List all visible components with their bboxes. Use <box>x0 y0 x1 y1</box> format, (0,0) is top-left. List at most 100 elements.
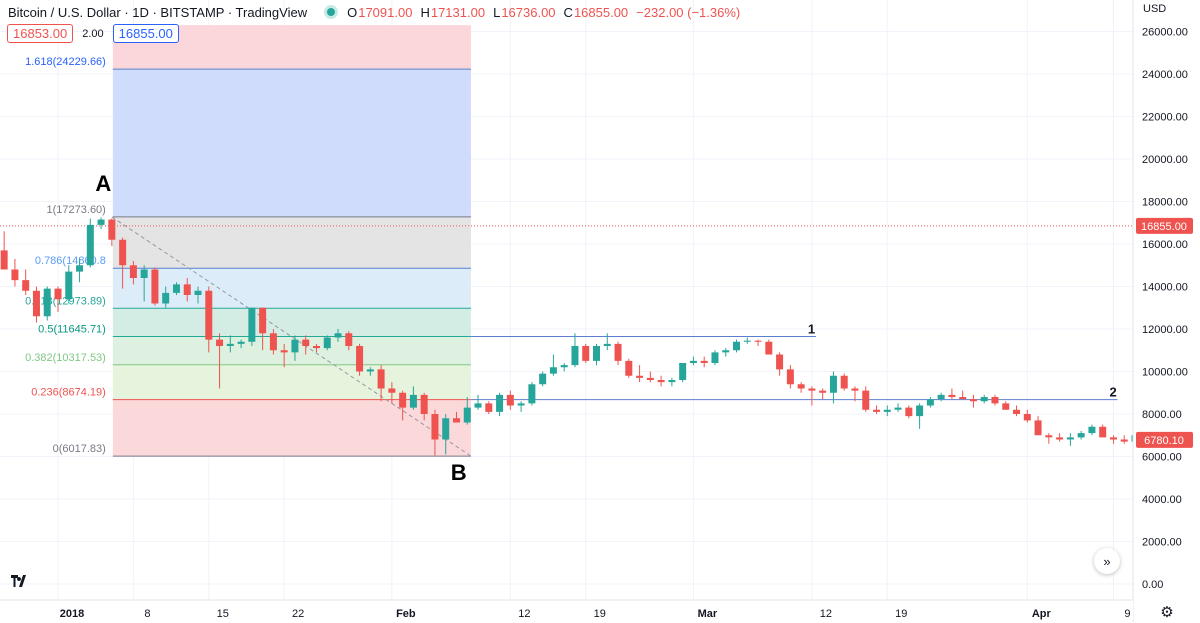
candle-body[interactable] <box>1002 403 1010 410</box>
candle-body[interactable] <box>129 265 137 278</box>
candle-body[interactable] <box>323 337 331 349</box>
candle-body[interactable] <box>851 388 859 391</box>
candle-body[interactable] <box>463 407 471 423</box>
candle-body[interactable] <box>679 363 687 380</box>
candle-body[interactable] <box>689 360 697 363</box>
candle-body[interactable] <box>560 365 568 368</box>
candle-body[interactable] <box>959 397 967 400</box>
trend-line[interactable] <box>111 216 472 457</box>
sell-price-button[interactable]: 16853.00 <box>7 24 74 43</box>
candle-body[interactable] <box>517 403 525 406</box>
candle-body[interactable] <box>840 375 848 389</box>
candle-body[interactable] <box>65 271 73 300</box>
candle-body[interactable] <box>194 290 202 295</box>
candle-body[interactable] <box>1023 414 1031 421</box>
candle-body[interactable] <box>366 369 374 372</box>
candle-body[interactable] <box>420 394 428 414</box>
candle-body[interactable] <box>1045 435 1053 438</box>
candle-body[interactable] <box>603 343 611 346</box>
candle-body[interactable] <box>259 307 267 334</box>
candle-body[interactable] <box>399 392 407 408</box>
candle-body[interactable] <box>539 373 547 385</box>
candle-body[interactable] <box>797 384 805 389</box>
candle-body[interactable] <box>119 239 127 266</box>
candle-body[interactable] <box>280 350 288 353</box>
candle-body[interactable] <box>452 418 460 423</box>
candle-body[interactable] <box>496 394 504 412</box>
candle-body[interactable] <box>356 346 364 372</box>
candle-body[interactable] <box>873 409 881 412</box>
candle-body[interactable] <box>151 269 159 304</box>
candle-body[interactable] <box>506 394 514 406</box>
candle-body[interactable] <box>808 388 816 391</box>
candle-body[interactable] <box>937 394 945 400</box>
candle-body[interactable] <box>431 414 439 440</box>
candle-body[interactable] <box>377 369 385 389</box>
candle-body[interactable] <box>786 369 794 385</box>
candle-body[interactable] <box>0 250 8 270</box>
candle-body[interactable] <box>162 292 170 304</box>
candle-body[interactable] <box>991 397 999 404</box>
candle-body[interactable] <box>226 343 234 346</box>
candle-body[interactable] <box>474 403 482 408</box>
candle-body[interactable] <box>883 409 891 412</box>
candle-body[interactable] <box>668 380 676 383</box>
candle-body[interactable] <box>819 390 827 393</box>
candle-body[interactable] <box>636 375 644 378</box>
candle-body[interactable] <box>700 360 708 363</box>
candle-body[interactable] <box>86 224 94 266</box>
candle-body[interactable] <box>205 290 213 340</box>
candle-body[interactable] <box>916 405 924 417</box>
candle-body[interactable] <box>108 219 116 240</box>
candle-body[interactable] <box>54 288 62 300</box>
candle-body[interactable] <box>248 307 256 342</box>
candle-body[interactable] <box>22 280 30 291</box>
tradingview-logo-icon[interactable] <box>10 570 32 592</box>
candle-body[interactable] <box>948 394 956 397</box>
candle-body[interactable] <box>829 375 837 393</box>
candle-body[interactable] <box>754 340 762 342</box>
candle-body[interactable] <box>722 350 730 353</box>
buy-price-button[interactable]: 16855.00 <box>112 24 179 43</box>
candle-body[interactable] <box>345 333 353 346</box>
candle-body[interactable] <box>657 380 665 383</box>
candle-body[interactable] <box>905 407 913 417</box>
candle-body[interactable] <box>646 377 654 380</box>
candle-body[interactable] <box>237 341 245 344</box>
drawings[interactable]: 1 2 A B <box>0 171 1133 485</box>
candle-body[interactable] <box>549 367 557 374</box>
gear-icon[interactable]: ⚙ <box>1160 604 1174 621</box>
candle-body[interactable] <box>442 418 450 440</box>
candle-body[interactable] <box>614 343 622 361</box>
candle-body[interactable] <box>1077 433 1085 438</box>
time-axis[interactable] <box>0 600 1133 623</box>
candle-body[interactable] <box>711 352 719 363</box>
candle-body[interactable] <box>776 354 784 370</box>
candle-body[interactable] <box>388 388 396 393</box>
candle-body[interactable] <box>76 265 84 272</box>
candle-body[interactable] <box>1013 409 1021 414</box>
candle-body[interactable] <box>571 346 579 366</box>
candle-body[interactable] <box>43 288 51 317</box>
scroll-to-realtime-button[interactable]: » <box>1094 548 1120 574</box>
candle-body[interactable] <box>183 284 191 295</box>
candle-body[interactable] <box>926 399 934 406</box>
candle-body[interactable] <box>582 346 590 361</box>
candle-body[interactable] <box>625 360 633 376</box>
candle-body[interactable] <box>1109 437 1117 440</box>
candle-body[interactable] <box>97 219 105 225</box>
candle-body[interactable] <box>216 339 224 346</box>
candle-body[interactable] <box>302 339 310 346</box>
candle-body[interactable] <box>894 407 902 410</box>
candle-body[interactable] <box>312 346 320 349</box>
candle-body[interactable] <box>1056 437 1064 440</box>
candle-body[interactable] <box>765 341 773 355</box>
candle-body[interactable] <box>1034 420 1042 436</box>
candle-body[interactable] <box>743 340 751 342</box>
candle-body[interactable] <box>862 390 870 410</box>
candle-body[interactable] <box>1120 439 1128 442</box>
price-axis[interactable] <box>1133 0 1200 623</box>
candle-body[interactable] <box>32 290 40 317</box>
